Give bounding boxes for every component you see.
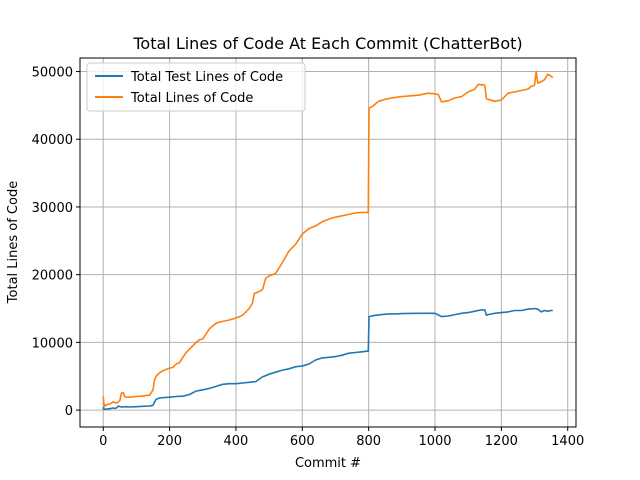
y-tick-label: 0 bbox=[65, 404, 73, 419]
legend-box bbox=[86, 62, 306, 112]
x-tick-label: 1400 bbox=[551, 434, 584, 449]
x-axis-title: Commit # bbox=[295, 456, 361, 471]
y-tick-label: 10000 bbox=[32, 336, 73, 351]
series-lines bbox=[102, 70, 554, 411]
y-tick-label: 20000 bbox=[32, 269, 73, 284]
x-tick-label: 200 bbox=[157, 434, 182, 449]
x-tick-label: 1000 bbox=[418, 434, 451, 449]
x-tick-label: 0 bbox=[99, 434, 107, 449]
y-tick-label: 40000 bbox=[32, 133, 73, 148]
series-line-total-loc bbox=[102, 70, 554, 407]
plot-area-frame bbox=[79, 57, 577, 428]
x-tick-label: 1200 bbox=[485, 434, 518, 449]
chart-title: Total Lines of Code At Each Commit (Chat… bbox=[132, 34, 522, 53]
legend: Total Test Lines of Code Total Lines of … bbox=[86, 62, 306, 112]
x-tick-label: 600 bbox=[290, 434, 315, 449]
x-tick-label: 800 bbox=[356, 434, 381, 449]
series-line-test-loc bbox=[102, 307, 553, 411]
y-axis-title: Total Lines of Code bbox=[6, 181, 21, 304]
x-tick-label: 400 bbox=[224, 434, 249, 449]
legend-label-total-loc: Total Lines of Code bbox=[130, 91, 253, 106]
gridlines bbox=[80, 58, 576, 427]
legend-label-test-loc: Total Test Lines of Code bbox=[130, 70, 283, 85]
y-tick-label: 30000 bbox=[32, 201, 73, 216]
axis-ticks: 0 200 400 600 800 1000 1200 1400 0 10000 20000 3000… bbox=[32, 66, 585, 449]
y-tick-label: 50000 bbox=[32, 66, 73, 81]
